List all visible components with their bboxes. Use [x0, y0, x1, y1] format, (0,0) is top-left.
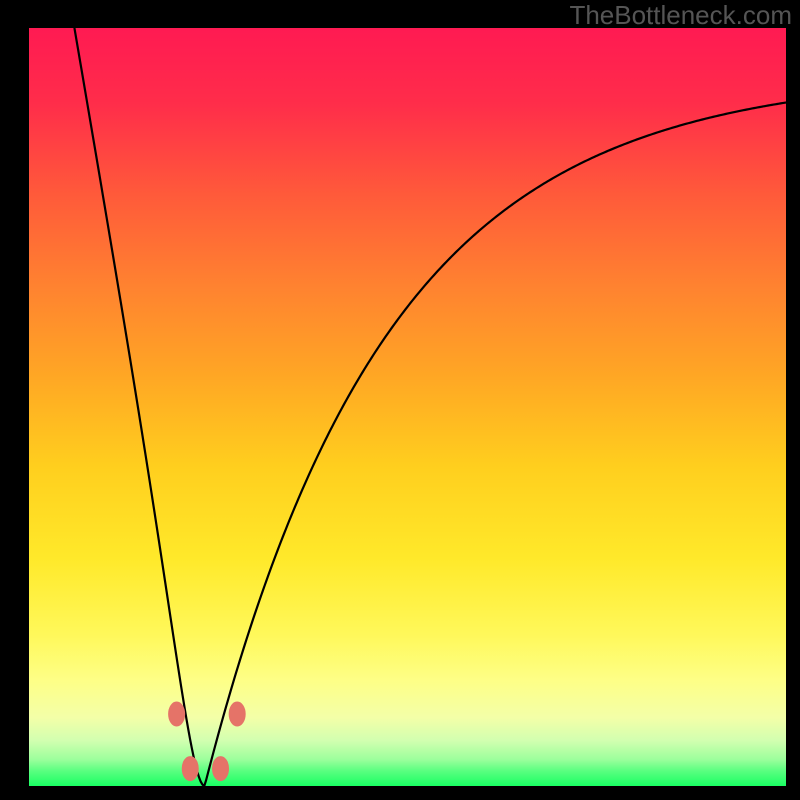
curve-layer	[29, 28, 786, 786]
watermark-text: TheBottleneck.com	[569, 0, 792, 31]
chart-root: TheBottleneck.com	[0, 0, 800, 800]
bottleneck-curve	[74, 28, 786, 786]
marker-group	[169, 702, 246, 781]
curve-marker	[229, 702, 245, 726]
curve-marker	[182, 757, 198, 781]
plot-area	[29, 28, 786, 786]
curve-marker	[169, 702, 185, 726]
curve-marker	[213, 757, 229, 781]
